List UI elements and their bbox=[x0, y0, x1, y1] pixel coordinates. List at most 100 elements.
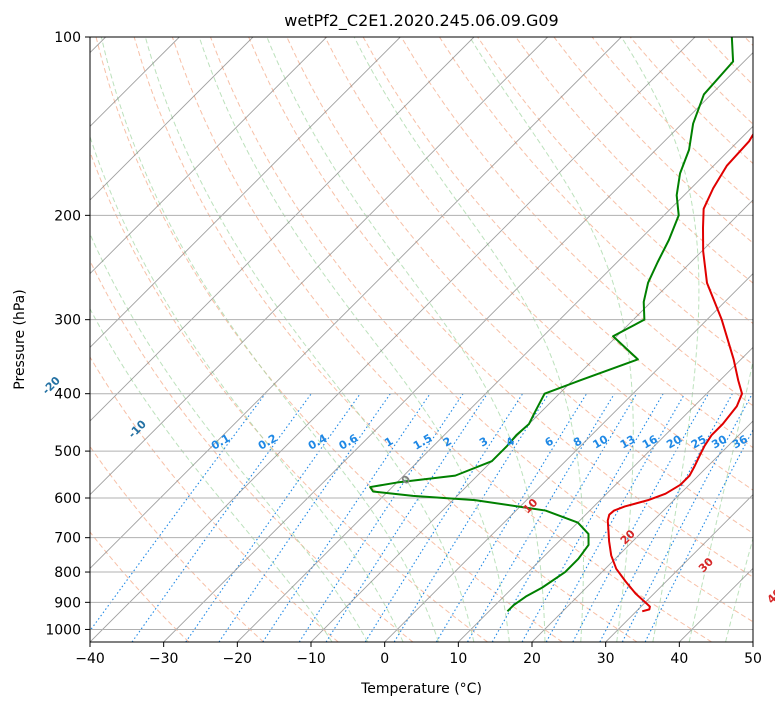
dry-adiabat-line bbox=[706, 37, 753, 86]
mixing-ratio-line bbox=[435, 393, 588, 642]
chart-title: wetPf2_C2E1.2020.245.06.09.G09 bbox=[284, 11, 558, 31]
y-tick-label: 200 bbox=[54, 208, 81, 224]
dry-adiabat-line bbox=[90, 445, 264, 642]
mixing-ratio-line bbox=[325, 393, 488, 642]
x-tick-label: −10 bbox=[296, 651, 326, 667]
skewed-isotherm bbox=[384, 273, 753, 642]
moist-adiabat-line bbox=[90, 307, 333, 642]
y-tick-label: 800 bbox=[54, 565, 81, 581]
skewed-isotherm bbox=[752, 641, 753, 642]
mixing-ratio-line bbox=[491, 393, 638, 642]
x-tick-label: −40 bbox=[75, 651, 105, 667]
skewed-isotherm bbox=[90, 37, 401, 348]
dry-adiabat-line bbox=[515, 37, 753, 284]
skewed-isotherm bbox=[90, 37, 327, 275]
mixing-ratio-label: 20 bbox=[664, 432, 684, 451]
mixing-ratio-label: 1 bbox=[382, 435, 395, 450]
y-tick-label: 300 bbox=[54, 313, 81, 329]
moist-adiabat-line bbox=[90, 135, 404, 642]
moist-adiabat-line bbox=[469, 37, 634, 642]
x-tick-label: −20 bbox=[223, 651, 253, 667]
x-tick-label: 0 bbox=[380, 651, 389, 667]
moist-adiabat-label: 20 bbox=[618, 527, 638, 547]
dry-adiabat-line bbox=[362, 37, 753, 449]
mixing-ratio-line bbox=[218, 393, 391, 642]
skewed-isotherm bbox=[90, 37, 622, 569]
mixing-ratio-label: 6 bbox=[543, 434, 556, 449]
skewed-isotherm bbox=[163, 52, 753, 642]
moist-adiabat-line bbox=[688, 359, 753, 642]
skewed-isotherm bbox=[90, 37, 475, 422]
axes: −40 −30 −20 −10 0 10 20 30 40 5010020030040050060… bbox=[45, 30, 762, 667]
dry-adiabat-line bbox=[439, 37, 753, 366]
mixing-ratio-line bbox=[131, 393, 312, 642]
dry-adiabat-line bbox=[210, 37, 753, 623]
moist-adiabat-line bbox=[762, 37, 775, 642]
mixing-ratio-line bbox=[599, 393, 733, 642]
skewed-isotherm bbox=[90, 37, 696, 642]
mixing-ratio-line bbox=[298, 393, 464, 642]
background-lines bbox=[90, 37, 775, 642]
y-tick-label: 700 bbox=[54, 531, 81, 547]
temperature-profile bbox=[606, 132, 753, 613]
mixing-ratio-label: 0.2 bbox=[256, 432, 279, 453]
mixing-ratio-line bbox=[262, 393, 431, 642]
x-tick-label: 10 bbox=[449, 651, 467, 667]
dry-adiabat-line bbox=[324, 37, 753, 491]
y-tick-label: 100 bbox=[54, 30, 81, 46]
mixing-ratio-label: 8 bbox=[571, 435, 584, 450]
x-tick-label: −30 bbox=[149, 651, 179, 667]
moist-adiabat-label: 0 bbox=[399, 472, 414, 487]
dry-adiabat-line bbox=[90, 259, 414, 642]
moist-adiabat-line bbox=[198, 37, 510, 642]
x-tick-label: 50 bbox=[744, 651, 762, 667]
mixing-ratio-line bbox=[572, 393, 709, 642]
dry-adiabat-line bbox=[95, 37, 563, 642]
y-axis-label: Pressure (hPa) bbox=[12, 289, 28, 389]
moist-adiabat-line bbox=[144, 37, 475, 642]
x-tick-label: 40 bbox=[670, 651, 688, 667]
grid-lines bbox=[90, 37, 753, 642]
moist-adiabat-label: 40 bbox=[765, 586, 775, 606]
mixing-ratio-label: 36 bbox=[730, 432, 750, 451]
dry-adiabat-line bbox=[477, 37, 753, 325]
dry-adiabat-line bbox=[133, 37, 638, 642]
skewed-isotherm bbox=[90, 37, 548, 496]
mixing-ratio-label: 1.5 bbox=[411, 432, 434, 453]
dry-adiabat-line bbox=[744, 37, 753, 47]
y-tick-label: 500 bbox=[54, 444, 81, 460]
mixing-ratio-line bbox=[185, 393, 361, 642]
y-tick-label: 400 bbox=[54, 387, 81, 403]
mixing-ratio-line bbox=[90, 393, 266, 632]
dry-adiabat-line bbox=[171, 37, 712, 642]
mixing-ratio-label: 13 bbox=[618, 433, 638, 452]
y-tick-label: 1000 bbox=[45, 622, 81, 638]
moist-adiabat-line bbox=[90, 232, 369, 642]
x-axis-label: Temperature (°C) bbox=[360, 681, 482, 697]
line-labels: 0.10.20.40.611.52346810131620253036-100-… bbox=[40, 374, 775, 606]
mixing-ratio-line bbox=[393, 393, 550, 642]
mixing-ratio-line bbox=[644, 428, 753, 642]
dry-adiabat-line bbox=[591, 37, 753, 204]
dry-adiabat-line bbox=[90, 150, 488, 642]
skewed-isotherm bbox=[605, 494, 753, 642]
skewed-isotherm bbox=[237, 125, 753, 642]
dry-adiabat-label: -10 bbox=[126, 417, 149, 440]
dry-adiabat-line bbox=[668, 37, 753, 125]
mixing-ratio-line bbox=[467, 393, 615, 642]
skewed-isotherm bbox=[531, 420, 753, 642]
moist-adiabat-line bbox=[266, 37, 546, 642]
mixing-ratio-line bbox=[521, 393, 664, 642]
moist-adiabat-line bbox=[725, 536, 753, 642]
y-tick-label: 600 bbox=[54, 491, 81, 507]
dry-adiabat-line bbox=[553, 37, 753, 244]
mixing-ratio-line bbox=[364, 393, 524, 642]
x-tick-label: 30 bbox=[597, 651, 615, 667]
dry-adiabat-line bbox=[90, 356, 339, 642]
moist-adiabat-label: 10 bbox=[520, 496, 540, 516]
dry-adiabat-line bbox=[400, 37, 753, 407]
data-profiles bbox=[369, 37, 753, 613]
dry-adiabat-line bbox=[90, 531, 190, 642]
mixing-ratio-label: 16 bbox=[640, 432, 660, 451]
